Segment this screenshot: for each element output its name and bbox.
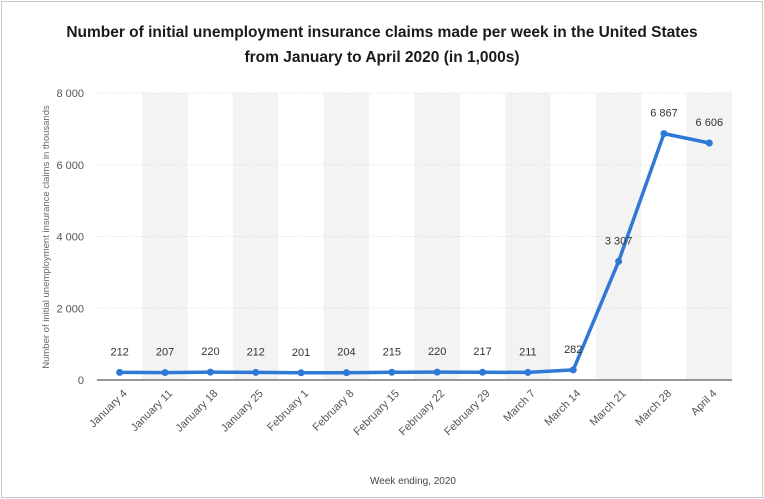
data-label: 204 bbox=[337, 347, 355, 359]
data-label: 201 bbox=[292, 347, 310, 359]
data-label: 220 bbox=[428, 346, 446, 358]
x-tick-label: February 8 bbox=[310, 388, 356, 434]
data-label: 6 867 bbox=[650, 108, 678, 120]
data-point bbox=[569, 366, 577, 374]
x-tick-label: February 22 bbox=[397, 388, 447, 438]
data-label: 211 bbox=[519, 346, 537, 358]
data-point bbox=[433, 368, 441, 376]
x-tick-label: January 18 bbox=[174, 388, 221, 435]
data-point bbox=[660, 130, 668, 138]
y-tick-label: 8 000 bbox=[56, 88, 84, 100]
data-point bbox=[615, 257, 623, 265]
background-band bbox=[505, 93, 551, 380]
x-tick-label: April 4 bbox=[689, 388, 720, 419]
y-tick-label: 0 bbox=[78, 375, 84, 387]
background-band bbox=[595, 93, 642, 380]
data-point bbox=[479, 368, 487, 376]
data-point bbox=[252, 368, 260, 376]
data-point bbox=[388, 368, 396, 376]
data-point bbox=[161, 369, 169, 377]
x-tick-label: March 14 bbox=[542, 388, 583, 429]
x-tick-label: February 29 bbox=[442, 388, 492, 438]
x-tick-label: March 28 bbox=[633, 388, 674, 429]
data-label: 217 bbox=[473, 346, 491, 358]
data-point bbox=[705, 139, 713, 147]
data-label: 6 606 bbox=[696, 117, 724, 129]
data-label: 212 bbox=[110, 346, 128, 358]
data-point bbox=[524, 368, 532, 376]
data-label: 207 bbox=[156, 347, 174, 359]
x-tick-label: January 25 bbox=[219, 388, 266, 435]
series-line bbox=[117, 131, 712, 375]
background-band bbox=[233, 93, 279, 380]
data-point bbox=[116, 368, 124, 376]
data-label: 212 bbox=[247, 346, 265, 358]
x-axis-title: Week ending, 2020 bbox=[370, 476, 456, 487]
background-band bbox=[142, 93, 188, 380]
data-point bbox=[297, 369, 305, 377]
x-tick-label: February 1 bbox=[265, 388, 311, 434]
data-point bbox=[206, 368, 214, 376]
data-label: 215 bbox=[383, 346, 401, 358]
y-axis-title: Number of initial unemployment insurance… bbox=[41, 105, 52, 369]
chart-title-line-2: from January to April 2020 (in 1,000s) bbox=[244, 49, 520, 66]
chart-title-line-1: Number of initial unemployment insurance… bbox=[66, 24, 698, 41]
data-point bbox=[342, 369, 350, 377]
y-tick-label: 2 000 bbox=[56, 303, 84, 315]
x-tick-label: February 15 bbox=[352, 388, 402, 438]
background-band bbox=[414, 93, 460, 380]
x-tick-label: March 21 bbox=[588, 388, 629, 429]
x-tick-label: January 11 bbox=[129, 388, 175, 434]
x-tick-label: March 7 bbox=[501, 388, 538, 425]
data-label: 3 307 bbox=[605, 235, 633, 247]
data-label: 282 bbox=[564, 344, 582, 356]
chart-title: Number of initial unemployment insurance… bbox=[2, 20, 762, 70]
data-label: 220 bbox=[201, 346, 219, 358]
y-tick-label: 4 000 bbox=[56, 232, 84, 244]
x-tick-label: January 4 bbox=[87, 388, 130, 431]
y-tick-label: 6 000 bbox=[56, 160, 84, 172]
